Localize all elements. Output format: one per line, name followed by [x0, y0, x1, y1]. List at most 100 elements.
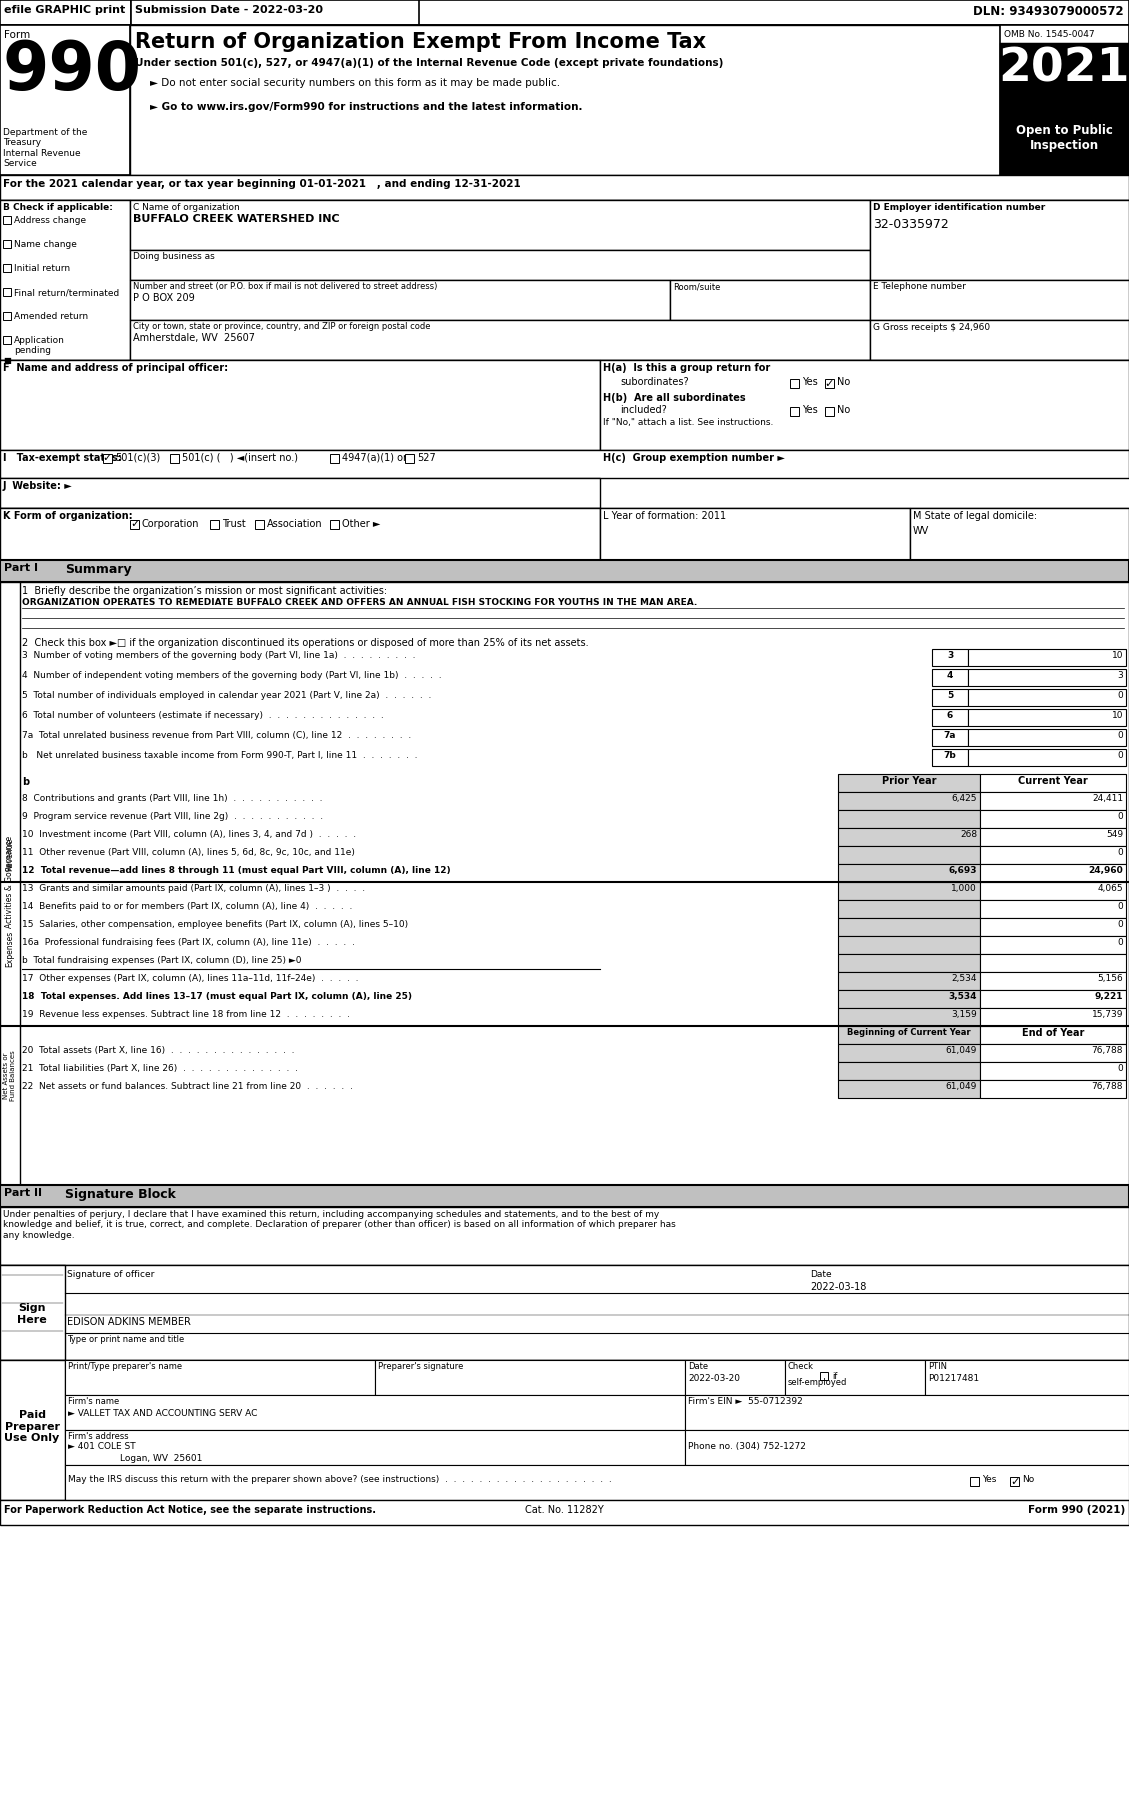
Text: 3: 3: [1118, 671, 1123, 680]
Bar: [3, 216, 11, 223]
Bar: [130, 319, 870, 359]
Text: EDISON ADKINS MEMBER: EDISON ADKINS MEMBER: [67, 1317, 191, 1328]
Text: 2  Check this box ►□ if the organization discontinued its operations or disposed: 2 Check this box ►□ if the organization …: [21, 639, 588, 648]
Text: 527: 527: [417, 454, 436, 463]
Text: Trust: Trust: [222, 519, 246, 530]
Text: included?: included?: [620, 405, 667, 415]
Bar: [968, 689, 1126, 706]
Text: Association: Association: [266, 519, 323, 530]
Text: Cat. No. 11282Y: Cat. No. 11282Y: [525, 1506, 604, 1515]
Text: Signature of officer: Signature of officer: [67, 1270, 155, 1279]
Text: 7a  Total unrelated business revenue from Part VIII, column (C), line 12  .  .  : 7a Total unrelated business revenue from…: [21, 731, 411, 740]
Bar: [933, 669, 968, 686]
Text: 22  Net assets or fund balances. Subtract line 21 from line 20  .  .  .  .  .  .: 22 Net assets or fund balances. Subtract…: [21, 1081, 353, 1090]
Text: 3: 3: [947, 651, 953, 660]
Bar: [820, 1371, 828, 1380]
Bar: [0, 508, 1129, 561]
Text: H(c)  Group exemption number ►: H(c) Group exemption number ►: [603, 454, 785, 463]
Text: 6,693: 6,693: [948, 865, 977, 874]
Text: Amended return: Amended return: [14, 312, 88, 321]
Text: ✓: ✓: [130, 519, 139, 530]
Bar: [1000, 25, 1129, 174]
Text: Yes: Yes: [802, 405, 817, 415]
Text: self-employed: self-employed: [788, 1379, 848, 1388]
Text: ORGANIZATION OPERATES TO REMEDIATE BUFFALO CREEK AND OFFERS AN ANNUAL FISH STOCK: ORGANIZATION OPERATES TO REMEDIATE BUFFA…: [21, 599, 698, 608]
Bar: [210, 521, 219, 530]
Bar: [1010, 1477, 1019, 1486]
Bar: [980, 827, 1126, 845]
Text: 14  Benefits paid to or for members (Part IX, column (A), line 4)  .  .  .  .  .: 14 Benefits paid to or for members (Part…: [21, 902, 352, 911]
Text: For Paperwork Reduction Act Notice, see the separate instructions.: For Paperwork Reduction Act Notice, see …: [5, 1506, 376, 1515]
Bar: [870, 319, 1129, 359]
Bar: [838, 827, 980, 845]
Text: Expenses: Expenses: [6, 931, 15, 967]
Text: ✓: ✓: [103, 454, 112, 464]
Text: ■: ■: [3, 356, 11, 365]
Text: 15  Salaries, other compensation, employee benefits (Part IX, column (A), lines : 15 Salaries, other compensation, employe…: [21, 920, 408, 929]
Text: Initial return: Initial return: [14, 265, 70, 272]
Text: 2022-03-18: 2022-03-18: [809, 1282, 866, 1292]
Text: E Telephone number: E Telephone number: [873, 281, 966, 290]
Bar: [838, 936, 980, 954]
Text: Activities & Governance: Activities & Governance: [6, 836, 15, 929]
Text: 3  Number of voting members of the governing body (Part VI, line 1a)  .  .  .  .: 3 Number of voting members of the govern…: [21, 651, 415, 660]
Text: End of Year: End of Year: [1022, 1029, 1084, 1038]
Text: 16a  Professional fundraising fees (Part IX, column (A), line 11e)  .  .  .  .  : 16a Professional fundraising fees (Part …: [21, 938, 355, 947]
Bar: [405, 454, 414, 463]
Text: Return of Organization Exempt From Income Tax: Return of Organization Exempt From Incom…: [135, 33, 706, 53]
Text: 19  Revenue less expenses. Subtract line 18 from line 12  .  .  .  .  .  .  .  .: 19 Revenue less expenses. Subtract line …: [21, 1010, 350, 1019]
Text: Address change: Address change: [14, 216, 86, 225]
Bar: [131, 0, 419, 25]
Bar: [980, 882, 1126, 900]
Bar: [685, 1429, 1129, 1466]
Bar: [0, 561, 1129, 582]
Text: Corporation: Corporation: [142, 519, 200, 530]
Bar: [685, 1395, 1129, 1429]
Bar: [825, 379, 834, 388]
Bar: [0, 450, 1129, 479]
Bar: [933, 709, 968, 726]
Text: Date: Date: [809, 1270, 832, 1279]
Text: b  Total fundraising expenses (Part IX, column (D), line 25) ►0: b Total fundraising expenses (Part IX, c…: [21, 956, 301, 965]
Bar: [0, 508, 599, 561]
Text: 13  Grants and similar amounts paid (Part IX, column (A), lines 1–3 )  .  .  .  : 13 Grants and similar amounts paid (Part…: [21, 883, 365, 892]
Text: Signature Block: Signature Block: [65, 1188, 176, 1201]
Text: 0: 0: [1118, 847, 1123, 856]
Bar: [838, 900, 980, 918]
Bar: [825, 406, 834, 415]
Bar: [925, 1360, 1129, 1395]
Bar: [0, 1500, 1129, 1526]
Bar: [838, 990, 980, 1009]
Text: DLN: 93493079000572: DLN: 93493079000572: [973, 5, 1124, 18]
Bar: [980, 918, 1126, 936]
Bar: [0, 582, 1129, 1185]
Text: Under section 501(c), 527, or 4947(a)(1) of the Internal Revenue Code (except pr: Under section 501(c), 527, or 4947(a)(1)…: [135, 58, 724, 67]
Bar: [330, 521, 339, 530]
Bar: [0, 200, 130, 359]
Text: No: No: [837, 377, 850, 386]
Bar: [103, 454, 112, 463]
Bar: [0, 1360, 1129, 1500]
Bar: [3, 312, 11, 319]
Text: 7a: 7a: [944, 731, 956, 740]
Text: 2022-03-20: 2022-03-20: [688, 1373, 739, 1382]
Text: 6,425: 6,425: [952, 795, 977, 804]
Bar: [838, 954, 980, 972]
Text: 24,960: 24,960: [1088, 865, 1123, 874]
Text: 24,411: 24,411: [1092, 795, 1123, 804]
Text: 15,739: 15,739: [1092, 1010, 1123, 1019]
Text: May the IRS discuss this return with the preparer shown above? (see instructions: May the IRS discuss this return with the…: [68, 1475, 612, 1484]
Text: City or town, state or province, country, and ZIP or foreign postal code: City or town, state or province, country…: [133, 323, 430, 330]
Bar: [933, 749, 968, 766]
Bar: [0, 1206, 1129, 1264]
Bar: [0, 25, 130, 174]
Text: 21  Total liabilities (Part X, line 26)  .  .  .  .  .  .  .  .  .  .  .  .  .  : 21 Total liabilities (Part X, line 26) .…: [21, 1065, 298, 1074]
Bar: [3, 265, 11, 272]
Text: Final return/terminated: Final return/terminated: [14, 288, 120, 297]
Text: Preparer's signature: Preparer's signature: [378, 1362, 463, 1371]
Text: ► Go to www.irs.gov/Form990 for instructions and the latest information.: ► Go to www.irs.gov/Form990 for instruct…: [150, 102, 583, 112]
Bar: [790, 379, 799, 388]
Bar: [838, 845, 980, 863]
Text: 4,065: 4,065: [1097, 883, 1123, 892]
Text: 20  Total assets (Part X, line 16)  .  .  .  .  .  .  .  .  .  .  .  .  .  .  .: 20 Total assets (Part X, line 16) . . . …: [21, 1047, 295, 1056]
